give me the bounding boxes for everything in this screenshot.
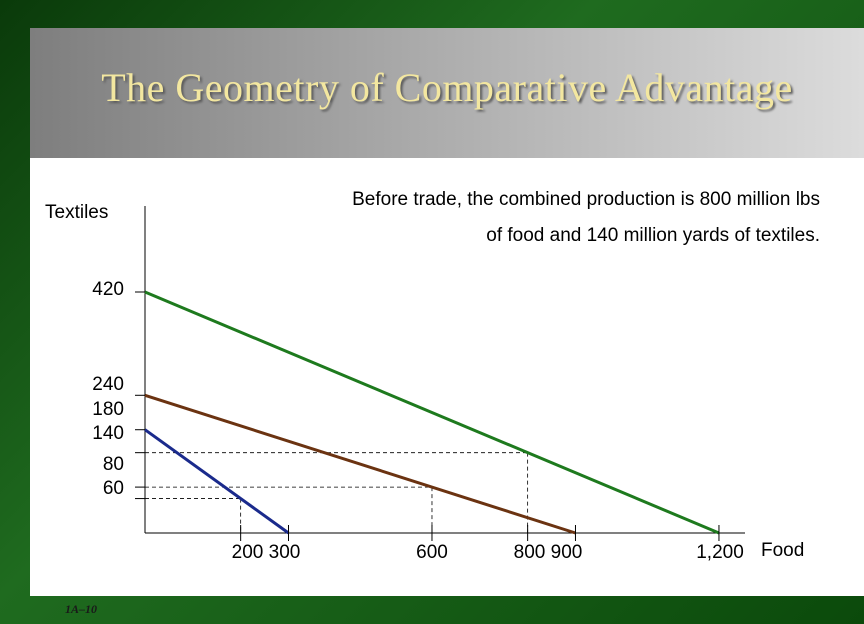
x-tick-label: 1,200 <box>696 542 744 563</box>
y-tick-label: 420 <box>92 279 124 300</box>
series-line-3 <box>144 428 290 535</box>
slide-panel: The Geometry of Comparative Advantage 42… <box>30 28 864 596</box>
x-tick-label: 600 <box>416 542 448 563</box>
x-tick-label: 800 900 <box>514 542 583 563</box>
y-axis-label: Textiles <box>45 202 108 223</box>
y-tick-label: 80 <box>103 454 124 475</box>
x-axis-label: Food <box>761 540 804 561</box>
chart-svg: 420 240 180 140 80 60 200 300 600 800 900 1,200 Te… <box>45 189 820 563</box>
chart-area: 420 240 180 140 80 60 200 300 600 800 900 1,200 Te… <box>30 158 864 596</box>
series-line-1 <box>144 290 720 535</box>
slide-number: 1A–10 <box>65 602 98 616</box>
y-tick-label: 180 <box>92 399 124 420</box>
annotation-line: of food and 140 million yards of textile… <box>486 225 820 246</box>
series-line-2 <box>144 393 576 535</box>
x-tick-label: 200 300 <box>232 542 301 563</box>
y-tick-label: 240 <box>92 374 124 395</box>
y-tick-label: 140 <box>92 423 124 444</box>
annotation-line: Before trade, the combined production is… <box>352 189 820 210</box>
slide-title: The Geometry of Comparative Advantage <box>101 65 793 110</box>
y-tick-label: 60 <box>103 478 124 499</box>
